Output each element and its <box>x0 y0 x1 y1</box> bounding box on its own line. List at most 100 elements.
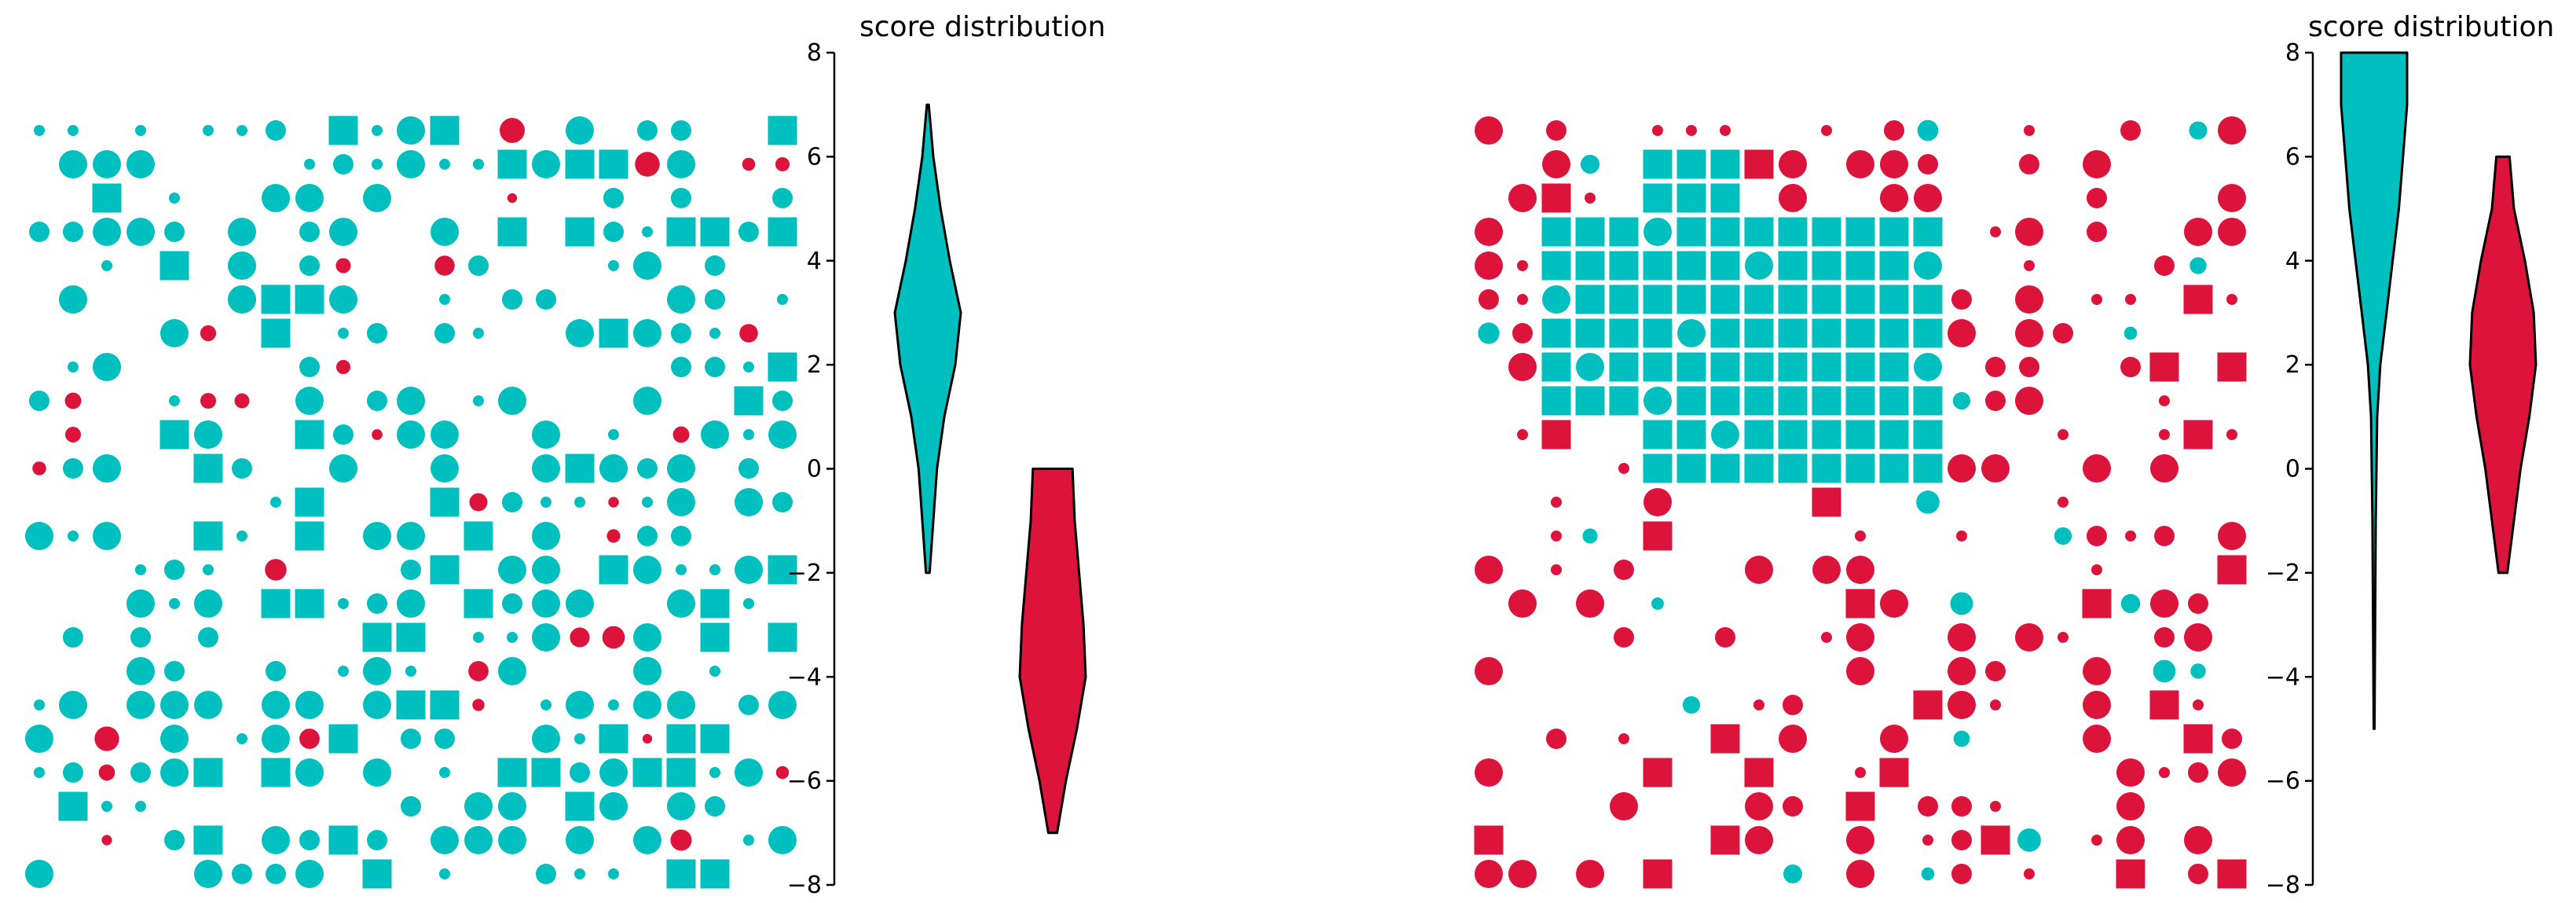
grid-circle-marker <box>2116 826 2145 854</box>
grid-circle-marker <box>32 461 46 475</box>
grid-circle-marker <box>2015 319 2043 347</box>
grid-circle-marker <box>299 255 320 276</box>
grid-square-marker <box>1575 284 1605 314</box>
grid-square-marker <box>700 724 730 754</box>
grid-circle-marker <box>1846 623 1874 652</box>
grid-circle-marker <box>1846 657 1874 685</box>
grid-circle-marker <box>536 289 556 310</box>
grid-circle-marker <box>262 725 290 753</box>
grid-square-marker <box>599 149 628 179</box>
grid-circle-marker <box>401 729 421 749</box>
grid-square-marker <box>1812 453 1841 483</box>
grid-circle-marker <box>2159 429 2170 440</box>
grid-circle-marker <box>29 222 49 242</box>
grid-circle-marker <box>768 420 797 449</box>
grid-circle-marker <box>642 733 653 744</box>
grid-circle-marker <box>1546 120 1566 141</box>
grid-circle-marker <box>2015 623 2043 652</box>
grid-circle-marker <box>2024 260 2035 271</box>
grid-square-marker <box>1913 217 1943 247</box>
grid-square-marker <box>1609 318 1639 348</box>
grid-square-marker <box>1845 284 1875 314</box>
grid-circle-marker <box>135 564 146 575</box>
grid-square-marker <box>1778 217 1808 247</box>
grid-circle-marker <box>532 725 560 753</box>
grid-circle-marker <box>532 623 560 652</box>
grid-circle-marker <box>670 829 692 851</box>
grid-square-marker <box>193 825 223 855</box>
left-grid <box>25 116 797 889</box>
grid-circle-marker <box>363 758 391 787</box>
grid-circle-marker <box>498 556 526 584</box>
grid-square-marker <box>1812 284 1841 314</box>
grid-circle-marker <box>671 120 691 141</box>
grid-square-marker <box>1710 217 1740 247</box>
grid-square-marker <box>768 555 797 585</box>
grid-square-marker <box>193 521 223 551</box>
grid-circle-marker <box>203 564 214 575</box>
grid-circle-marker <box>295 860 324 888</box>
y-tick-label: 0 <box>807 456 822 483</box>
grid-circle-marker <box>363 657 391 685</box>
grid-circle-marker <box>1614 560 1634 580</box>
grid-circle-marker <box>1614 627 1634 648</box>
grid-circle-marker <box>1508 184 1537 212</box>
grid-square-marker <box>599 318 628 348</box>
right-grid <box>1474 116 2247 889</box>
grid-circle-marker <box>705 796 725 817</box>
y-tick-label: 6 <box>2285 143 2300 171</box>
grid-circle-marker <box>126 218 155 246</box>
grid-circle-marker <box>1652 125 1663 136</box>
grid-circle-marker <box>200 392 217 409</box>
grid-circle-marker <box>2190 663 2206 679</box>
grid-square-marker <box>1643 420 1673 450</box>
grid-circle-marker <box>2120 357 2141 377</box>
grid-circle-marker <box>164 661 185 681</box>
grid-square-marker <box>1812 420 1841 450</box>
grid-circle-marker <box>25 522 53 550</box>
grid-circle-marker <box>169 598 180 609</box>
grid-square-marker <box>1676 217 1706 247</box>
grid-circle-marker <box>735 488 763 516</box>
grid-circle-marker <box>633 251 661 280</box>
grid-square-marker <box>58 791 88 821</box>
grid-circle-marker <box>2150 589 2178 618</box>
grid-circle-marker <box>603 188 624 208</box>
grid-circle-marker <box>473 395 484 406</box>
grid-circle-marker <box>468 255 489 276</box>
grid-circle-marker <box>1779 150 1807 178</box>
grid-circle-marker <box>2017 828 2041 852</box>
grid-circle-marker <box>2188 762 2208 783</box>
grid-circle-marker <box>198 627 218 648</box>
grid-circle-marker <box>1952 391 1971 410</box>
grid-circle-marker <box>1475 556 1503 584</box>
grid-circle-marker <box>1985 391 2006 411</box>
grid-square-marker <box>1710 453 1740 483</box>
grid-circle-marker <box>2188 864 2208 884</box>
grid-square-marker <box>768 352 797 382</box>
grid-circle-marker <box>464 792 493 820</box>
grid-square-marker <box>295 589 324 619</box>
grid-circle-marker <box>295 691 324 719</box>
violin-body-teal <box>2340 51 2409 730</box>
grid-circle-marker <box>1551 564 1562 575</box>
grid-circle-marker <box>1880 725 1908 753</box>
grid-circle-marker <box>2116 792 2145 820</box>
grid-circle-marker <box>434 255 455 276</box>
grid-circle-marker <box>68 362 79 373</box>
grid-circle-marker <box>498 387 526 415</box>
grid-circle-marker <box>1921 867 1935 881</box>
grid-circle-marker <box>397 589 425 618</box>
grid-circle-marker <box>367 391 387 411</box>
grid-square-marker <box>1541 251 1571 281</box>
grid-circle-marker <box>1478 322 1500 344</box>
grid-square-marker <box>1778 251 1808 281</box>
grid-circle-marker <box>574 868 585 879</box>
grid-square-marker <box>295 487 324 517</box>
grid-circle-marker <box>431 420 459 449</box>
grid-circle-marker <box>498 826 526 854</box>
grid-circle-marker <box>735 556 763 584</box>
grid-circle-marker <box>2125 530 2136 541</box>
grid-circle-marker <box>1643 218 1672 246</box>
